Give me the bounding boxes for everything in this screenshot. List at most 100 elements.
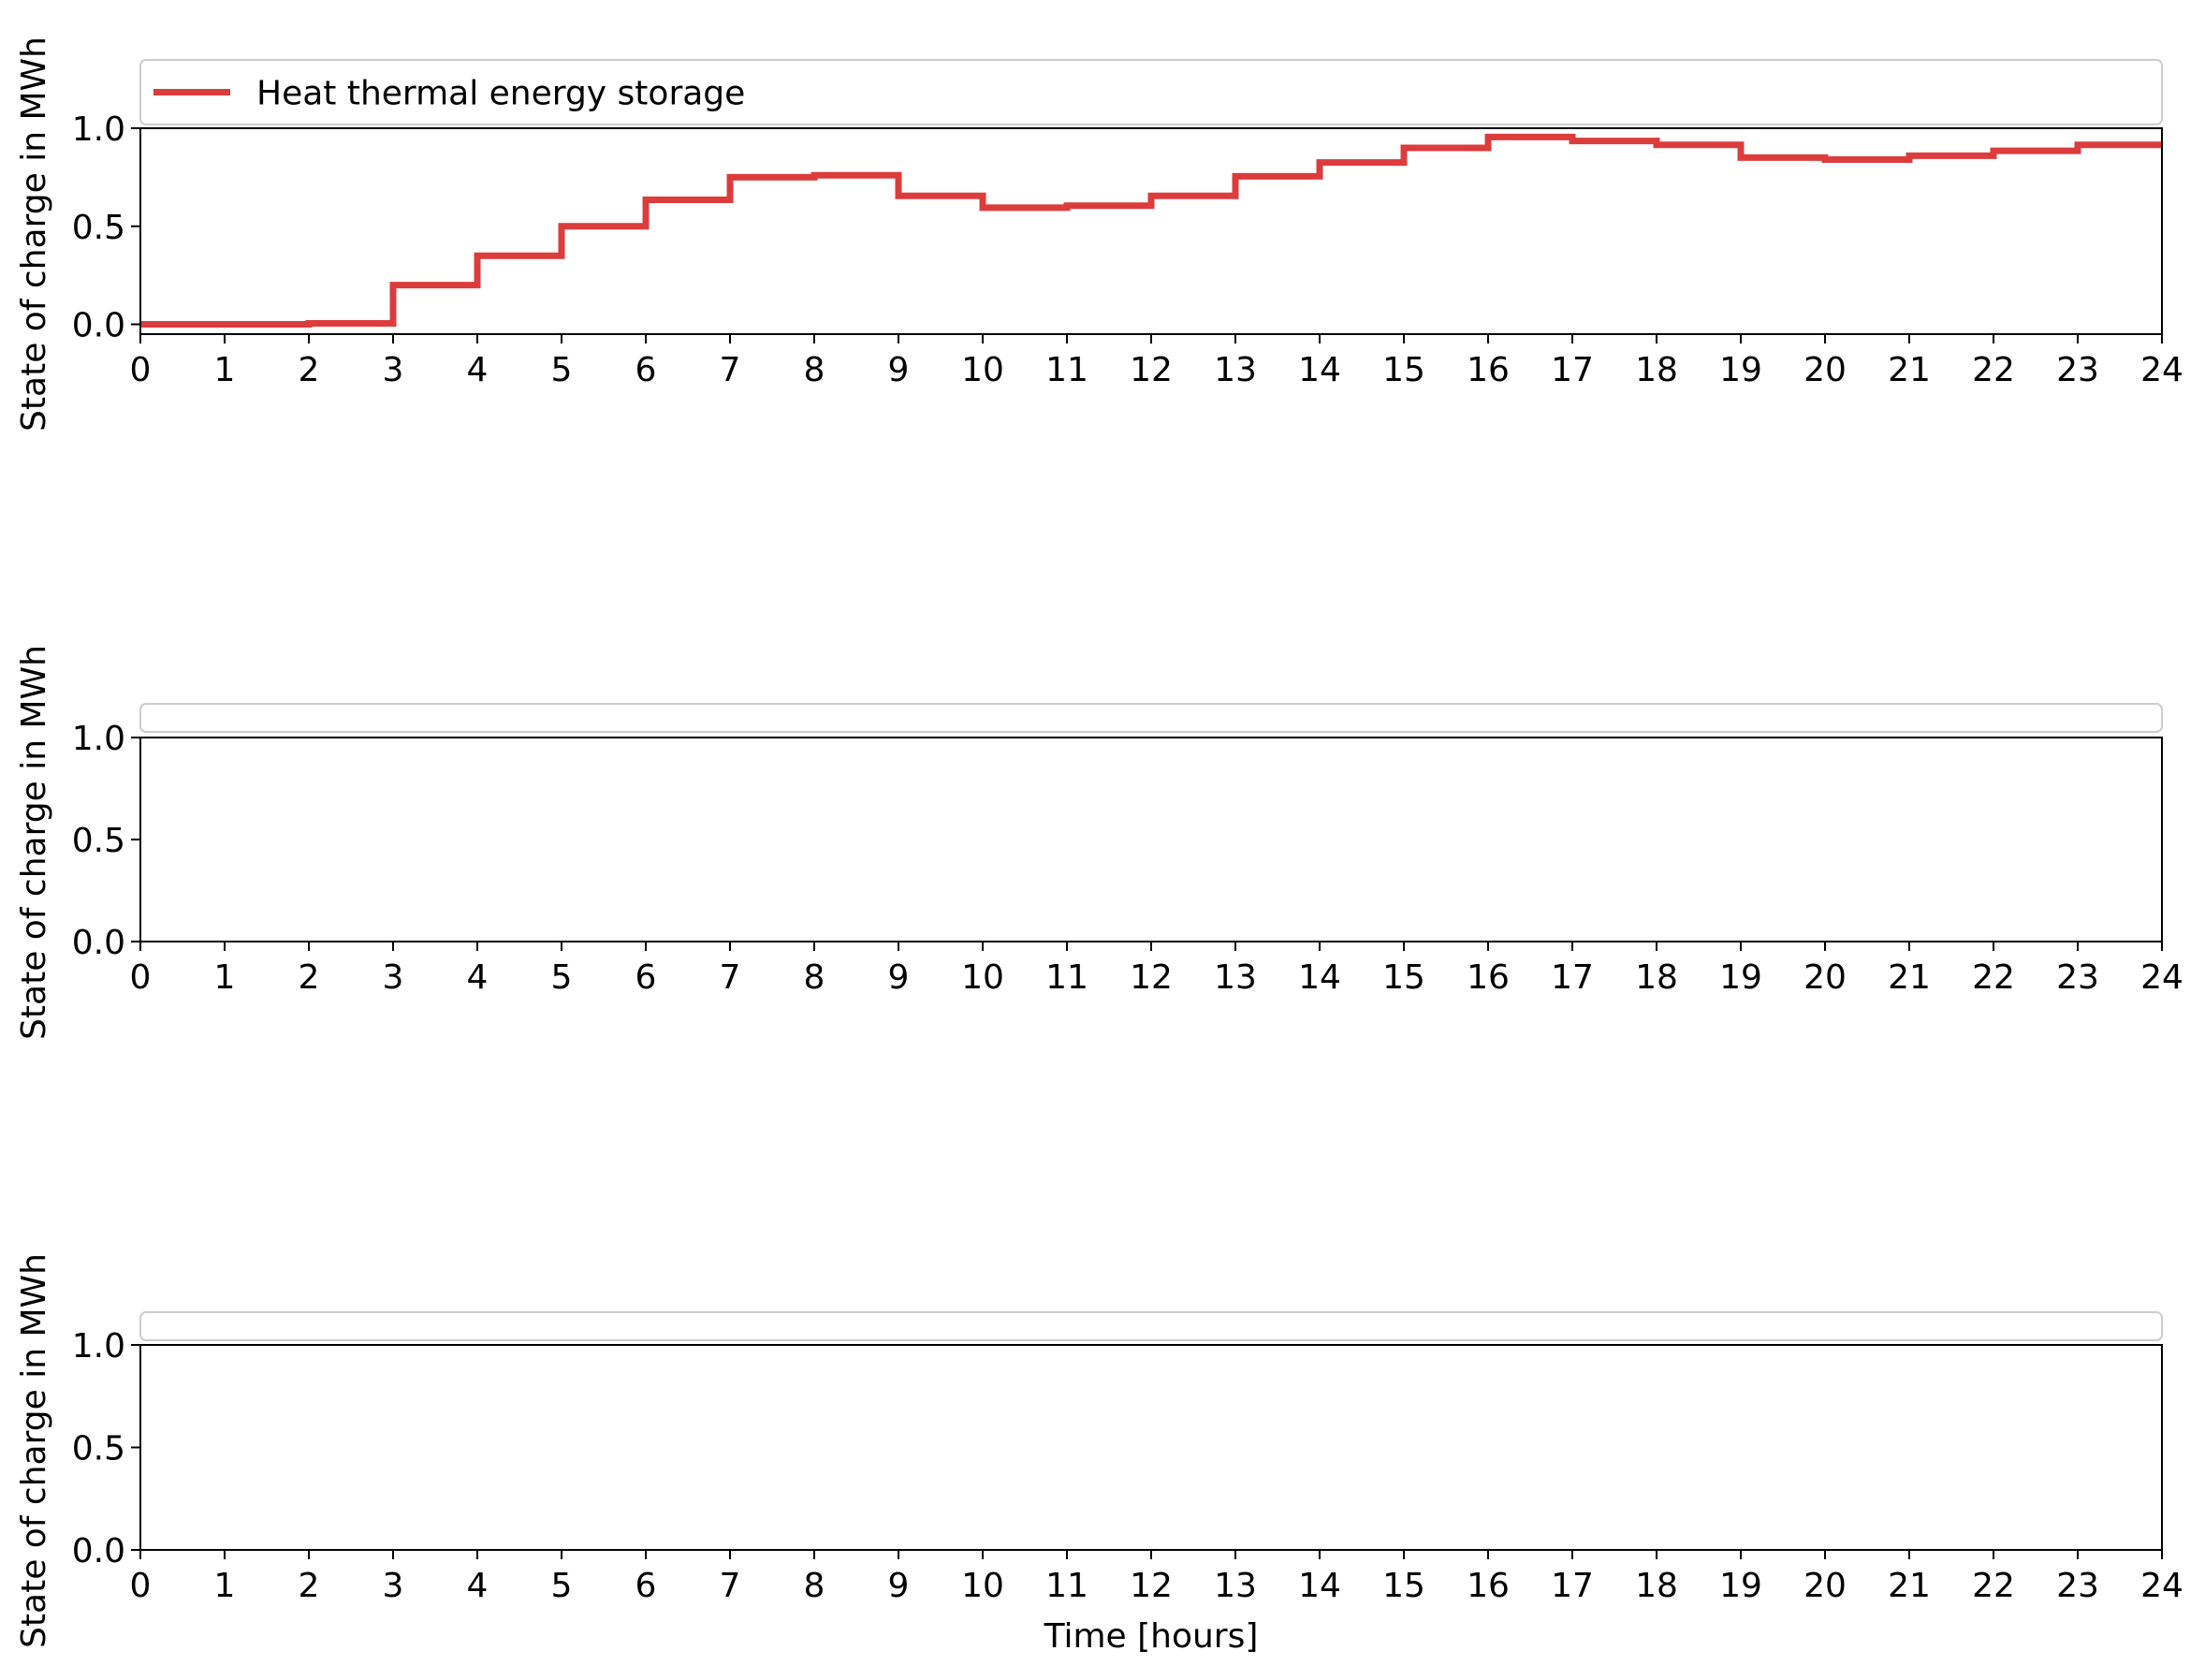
x-tick-label: 0 <box>130 1567 152 1605</box>
x-tick-label: 15 <box>1382 1567 1425 1605</box>
x-tick-label: 15 <box>1382 351 1425 389</box>
x-tick-label: 14 <box>1298 1567 1341 1605</box>
x-tick-label: 22 <box>1972 1567 2015 1605</box>
x-tick-label: 12 <box>1130 351 1173 389</box>
x-tick-label: 16 <box>1467 1567 1510 1605</box>
x-axis-label: Time [hours] <box>1044 1617 1259 1656</box>
y-axis-label: State of charge in MWh <box>15 37 53 431</box>
legend-frame <box>139 1311 2163 1341</box>
x-tick-label: 8 <box>804 351 825 389</box>
x-tick-label: 16 <box>1467 958 1510 997</box>
y-tick-label: 0.5 <box>72 209 125 247</box>
axes-frame <box>139 1344 2163 1551</box>
x-tick-label: 21 <box>1888 958 1931 997</box>
x-tick-label: 18 <box>1635 351 1678 389</box>
x-tick-label: 15 <box>1382 958 1425 997</box>
legend <box>139 1311 2163 1341</box>
x-tick-label: 2 <box>299 351 320 389</box>
x-tick-label: 3 <box>383 958 404 997</box>
x-tick-label: 21 <box>1888 1567 1931 1605</box>
x-tick-label: 5 <box>551 1567 573 1605</box>
x-tick-label: 9 <box>888 958 910 997</box>
x-tick-label: 23 <box>2056 351 2099 389</box>
y-tick-label: 0.0 <box>72 307 125 345</box>
legend-label: Heat thermal energy storage <box>256 75 745 113</box>
x-tick-label: 13 <box>1214 351 1257 389</box>
y-tick-label: 0.5 <box>72 1430 125 1468</box>
x-tick-label: 14 <box>1298 958 1341 997</box>
x-tick-label: 12 <box>1130 958 1173 997</box>
x-tick-label: 4 <box>467 351 489 389</box>
y-tick-label: 0.5 <box>72 822 125 860</box>
x-tick-label: 4 <box>467 958 489 997</box>
x-tick-label: 7 <box>720 1567 741 1605</box>
x-tick-label: 2 <box>299 958 320 997</box>
axes-frame <box>139 737 2163 942</box>
x-tick-label: 24 <box>2140 958 2183 997</box>
x-tick-label: 6 <box>635 351 657 389</box>
legend: Heat thermal energy storage <box>139 59 2163 125</box>
x-tick-label: 13 <box>1214 958 1257 997</box>
x-tick-label: 10 <box>961 958 1004 997</box>
x-tick-label: 1 <box>214 351 236 389</box>
x-tick-label: 17 <box>1551 351 1594 389</box>
x-tick-label: 11 <box>1045 351 1088 389</box>
x-tick-label: 11 <box>1045 958 1088 997</box>
legend-frame <box>139 59 2163 125</box>
x-tick-label: 0 <box>130 958 152 997</box>
x-tick-label: 24 <box>2140 351 2183 389</box>
x-tick-label: 11 <box>1045 1567 1088 1605</box>
x-tick-label: 21 <box>1888 351 1931 389</box>
x-tick-label: 13 <box>1214 1567 1257 1605</box>
y-tick-label: 1.0 <box>72 110 125 149</box>
x-tick-label: 22 <box>1972 351 2015 389</box>
x-tick-label: 14 <box>1298 351 1341 389</box>
x-tick-label: 12 <box>1130 1567 1173 1605</box>
y-tick-label: 0.0 <box>72 1532 125 1570</box>
x-tick-label: 2 <box>299 1567 320 1605</box>
y-tick-label: 0.0 <box>72 924 125 962</box>
x-tick-label: 18 <box>1635 1567 1678 1605</box>
chart-panel-bottom: 0 1 2 3 4 5 6 7 8 9 10 11 12 13 14 15 16 17 18 19 20 21 22 23 24… <box>15 1253 2183 1656</box>
x-tick-label: 20 <box>1803 958 1847 997</box>
x-tick-label: 17 <box>1551 1567 1594 1605</box>
x-tick-label: 20 <box>1803 351 1847 389</box>
x-tick-label: 5 <box>551 958 573 997</box>
x-tick-label: 10 <box>961 351 1004 389</box>
x-tick-label: 17 <box>1551 958 1594 997</box>
y-tick-label: 1.0 <box>72 720 125 758</box>
series-line <box>140 133 2162 329</box>
x-tick-label: 23 <box>2056 1567 2099 1605</box>
x-tick-label: 8 <box>804 1567 825 1605</box>
x-tick-label: 23 <box>2056 958 2099 997</box>
x-tick-label: 20 <box>1803 1567 1847 1605</box>
legend-frame <box>139 703 2163 733</box>
y-axis-label: State of charge in MWh <box>15 645 53 1040</box>
x-tick-label: 8 <box>804 958 825 997</box>
y-axis-label: State of charge in MWh <box>15 1253 53 1648</box>
x-tick-label: 24 <box>2140 1567 2183 1605</box>
x-tick-label: 19 <box>1719 351 1762 389</box>
x-tick-label: 1 <box>214 1567 236 1605</box>
x-tick-label: 7 <box>720 958 741 997</box>
x-tick-label: 3 <box>383 351 404 389</box>
x-tick-label: 7 <box>720 351 741 389</box>
x-tick-label: 18 <box>1635 958 1678 997</box>
x-tick-label: 19 <box>1719 958 1762 997</box>
x-tick-label: 3 <box>383 1567 404 1605</box>
x-tick-label: 6 <box>635 958 657 997</box>
x-tick-label: 9 <box>888 1567 910 1605</box>
legend <box>139 703 2163 733</box>
chart-panel-middle: 0 1 2 3 4 5 6 7 8 9 10 11 12 13 14 15 16 17 18 19 20 21 22 23 24… <box>15 645 2183 1040</box>
y-tick-label: 1.0 <box>72 1327 125 1366</box>
x-tick-label: 1 <box>214 958 236 997</box>
x-tick-label: 4 <box>467 1567 489 1605</box>
x-tick-label: 22 <box>1972 958 2015 997</box>
x-tick-label: 9 <box>888 351 910 389</box>
x-tick-label: 16 <box>1467 351 1510 389</box>
x-tick-label: 19 <box>1719 1567 1762 1605</box>
x-tick-label: 10 <box>961 1567 1004 1605</box>
x-tick-label: 6 <box>635 1567 657 1605</box>
x-tick-label: 0 <box>130 351 152 389</box>
